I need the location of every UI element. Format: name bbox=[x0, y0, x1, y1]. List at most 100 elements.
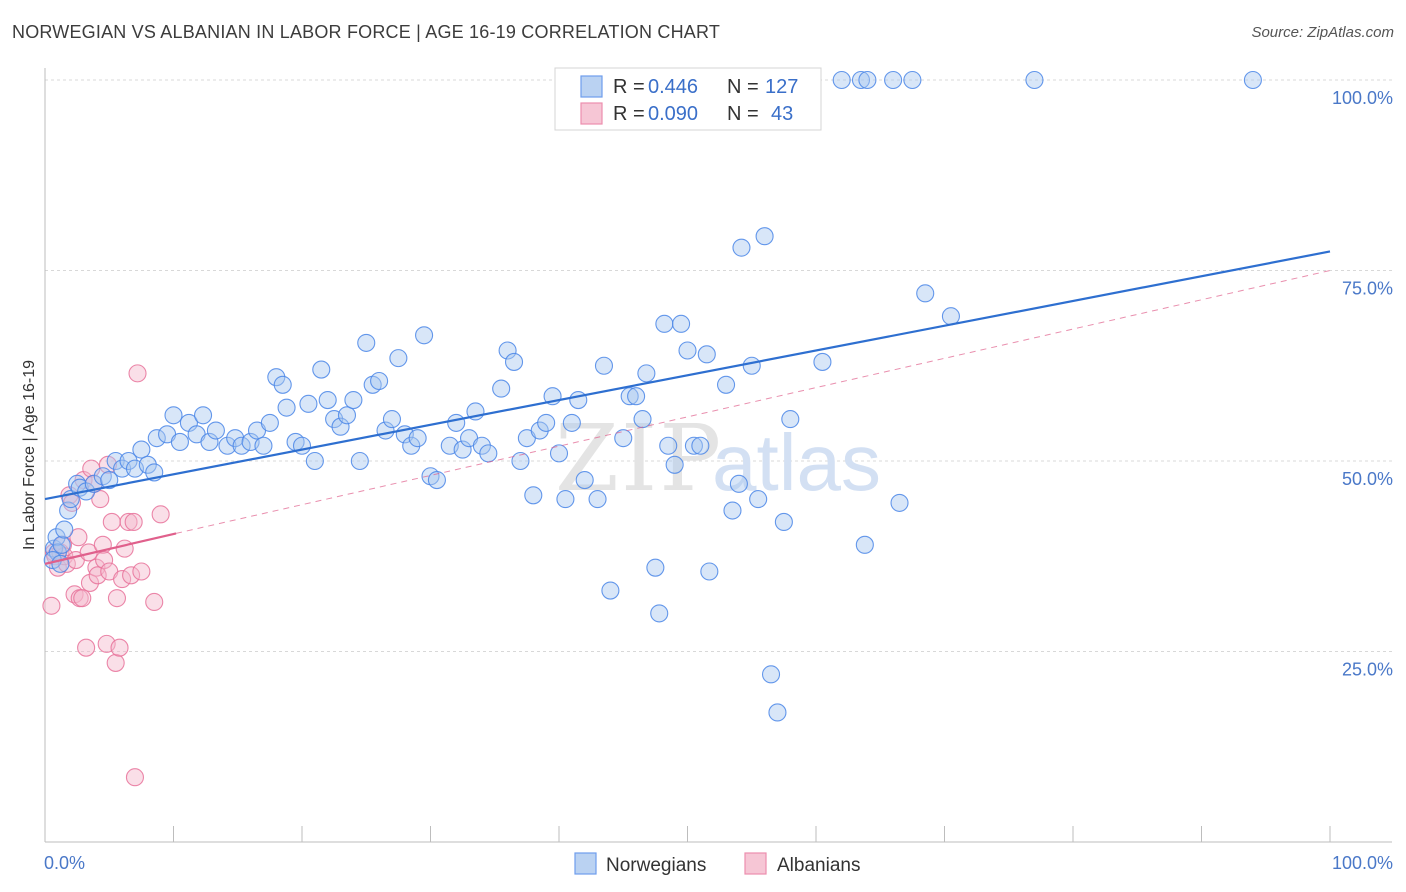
norwegians-point-38 bbox=[277, 398, 296, 417]
norwegians-point-13 bbox=[106, 451, 125, 471]
legend-r-value-2: 0.090 bbox=[648, 103, 698, 125]
norwegians-point-3 bbox=[52, 535, 71, 554]
y-tick-label-0: 25.0% bbox=[1342, 660, 1393, 680]
bottom-legend-swatch-albanians bbox=[744, 852, 767, 875]
norwegians-point-103 bbox=[723, 501, 742, 520]
norwegians-point-57 bbox=[402, 436, 421, 455]
norwegians-point-120 bbox=[903, 70, 922, 90]
norwegians-point-111 bbox=[774, 512, 793, 532]
albanians-point-38 bbox=[125, 768, 144, 787]
legend-r-label-2: R = bbox=[613, 103, 645, 125]
norwegians-point-123 bbox=[1025, 70, 1044, 90]
norwegians-point-106 bbox=[742, 356, 761, 375]
norwegians-point-22 bbox=[164, 406, 183, 425]
norwegians-point-14 bbox=[113, 459, 132, 478]
norwegians-point-55 bbox=[389, 349, 408, 368]
norwegians-points bbox=[43, 70, 1262, 722]
albanians-point-37 bbox=[124, 512, 143, 532]
trend-lines bbox=[44, 250, 1331, 565]
norwegians-point-107 bbox=[749, 490, 768, 509]
norwegians-point-89 bbox=[633, 410, 652, 429]
norwegians-point-64 bbox=[453, 440, 472, 459]
norwegians-point-88 bbox=[627, 387, 646, 406]
norwegians-point-46 bbox=[331, 417, 350, 436]
norwegians-point-43 bbox=[312, 360, 331, 379]
norwegians-point-34 bbox=[254, 436, 273, 455]
norwegians-point-87 bbox=[620, 387, 639, 406]
norwegians-point-117 bbox=[855, 535, 874, 554]
norwegians-point-76 bbox=[537, 413, 556, 432]
y-tick-label-2: 75.0% bbox=[1342, 279, 1393, 299]
albanians-trend-line bbox=[44, 532, 177, 565]
source-label: Source: ZipAtlas.com bbox=[1251, 24, 1394, 41]
norwegians-point-98 bbox=[684, 436, 703, 455]
norwegians-point-93 bbox=[655, 314, 674, 333]
albanians-point-34 bbox=[115, 539, 134, 558]
albanians-point-31 bbox=[107, 589, 127, 608]
norwegians-point-90 bbox=[637, 364, 656, 383]
albanians-points bbox=[42, 364, 170, 787]
albanians-point-22 bbox=[88, 566, 107, 585]
chart-title: NORWEGIAN VS ALBANIAN IN LABOR FORCE | A… bbox=[12, 22, 721, 42]
norwegians-trend-line bbox=[44, 250, 1331, 501]
norwegians-point-18 bbox=[138, 455, 157, 474]
norwegians-point-36 bbox=[267, 368, 286, 387]
bottom-legend-albanians: Albanians bbox=[777, 855, 860, 876]
norwegians-point-104 bbox=[729, 474, 748, 493]
norwegians-point-74 bbox=[524, 486, 543, 505]
norwegians-point-105 bbox=[732, 238, 751, 257]
norwegians-point-84 bbox=[594, 356, 614, 375]
norwegians-point-44 bbox=[318, 390, 337, 410]
norwegians-point-20 bbox=[147, 429, 166, 448]
albanians-point-30 bbox=[106, 653, 125, 672]
y-axis-label: In Labor Force | Age 16-19 bbox=[21, 360, 38, 550]
albanians-point-18 bbox=[80, 573, 100, 592]
norwegians-point-69 bbox=[492, 379, 511, 398]
legend-swatch-norwegians bbox=[580, 75, 603, 98]
norwegians-point-28 bbox=[206, 421, 225, 440]
norwegians-point-108 bbox=[755, 227, 774, 246]
norwegians-point-121 bbox=[916, 284, 935, 303]
norwegians-point-99 bbox=[691, 436, 710, 455]
x-tick-label-1: 100.0% bbox=[1332, 853, 1393, 873]
norwegians-point-96 bbox=[672, 314, 691, 333]
norwegians-point-67 bbox=[472, 436, 491, 455]
legend-n-value-2: 43 bbox=[771, 103, 793, 125]
albanians-point-36 bbox=[122, 566, 141, 585]
norwegians-point-50 bbox=[357, 333, 376, 352]
norwegians-point-31 bbox=[232, 436, 251, 455]
norwegians-point-52 bbox=[370, 371, 389, 391]
legend-n-value-1: 127 bbox=[765, 76, 798, 98]
albanians-point-23 bbox=[91, 490, 110, 509]
norwegians-point-63 bbox=[447, 413, 466, 432]
norwegians-point-110 bbox=[768, 703, 787, 722]
albanians-point-25 bbox=[95, 551, 114, 570]
norwegians-point-116 bbox=[858, 70, 877, 90]
norwegians-point-85 bbox=[601, 581, 620, 600]
norwegians-point-122 bbox=[941, 307, 960, 326]
norwegians-point-97 bbox=[678, 341, 697, 360]
norwegians-point-72 bbox=[511, 451, 530, 471]
norwegians-point-71 bbox=[504, 352, 524, 371]
x-tick-label-0: 0.0% bbox=[44, 853, 85, 873]
norwegians-point-94 bbox=[659, 436, 678, 455]
albanians-point-39 bbox=[128, 364, 147, 383]
norwegians-point-100 bbox=[697, 345, 716, 364]
norwegians-point-112 bbox=[781, 410, 800, 429]
norwegians-point-82 bbox=[575, 470, 594, 490]
albanians-point-12 bbox=[69, 528, 88, 547]
norwegians-point-15 bbox=[119, 451, 138, 471]
legend-n-label-2: N = bbox=[727, 103, 759, 125]
albanians-point-40 bbox=[132, 562, 151, 581]
norwegians-point-47 bbox=[337, 406, 357, 425]
norwegians-point-92 bbox=[650, 604, 669, 623]
grid-lines bbox=[45, 79, 1392, 652]
norwegians-point-102 bbox=[716, 375, 736, 394]
norwegians-point-58 bbox=[408, 429, 427, 448]
bottom-legend: Norwegians Albanians bbox=[574, 852, 860, 876]
norwegians-point-95 bbox=[665, 455, 684, 474]
norwegians-point-30 bbox=[226, 429, 245, 448]
x-tick-labels: 0.0% 100.0% bbox=[44, 853, 1393, 873]
norwegians-point-17 bbox=[132, 440, 151, 459]
